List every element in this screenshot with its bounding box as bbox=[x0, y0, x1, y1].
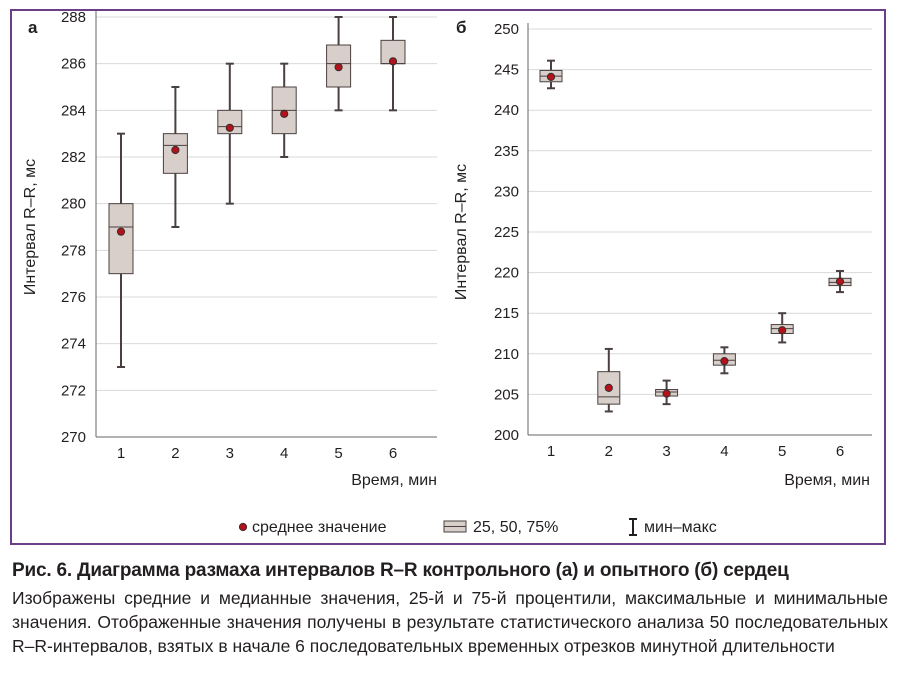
chart-a-x-axis-label: Время, мин bbox=[351, 472, 437, 489]
chart-a-box-6 bbox=[380, 16, 406, 112]
chart-b-y-tick-label: 220 bbox=[494, 265, 519, 282]
chart-b-box-2 bbox=[597, 347, 621, 413]
chart-a-box-1 bbox=[108, 132, 134, 368]
legend-mean-marker bbox=[238, 522, 248, 532]
chart-b-box-5 bbox=[770, 312, 794, 344]
chart-panel-a: а 270 272 274 276 278 280 282 284 286 288 Интервал … bbox=[22, 9, 437, 489]
chart-a-mean-marker bbox=[280, 109, 289, 118]
chart-b-y-tick-label: 225 bbox=[494, 224, 519, 241]
chart-b-y-axis-label: Интервал R–R, мс bbox=[453, 164, 470, 300]
charts-svg: а 270 272 274 276 278 280 282 284 286 288 Интервал … bbox=[22, 9, 872, 536]
chart-b-y-tick-label: 250 bbox=[494, 21, 519, 38]
chart-b-mean-marker bbox=[546, 72, 556, 82]
chart-a-x-tick-label: 5 bbox=[334, 445, 342, 462]
chart-a-y-tick-label: 282 bbox=[61, 149, 86, 166]
chart-b-mean-marker bbox=[778, 326, 787, 335]
chart-a-panel-letter: а bbox=[28, 18, 38, 37]
chart-b-y-tick-label: 230 bbox=[494, 183, 519, 200]
chart-a-mean-marker bbox=[388, 57, 398, 66]
chart-b-panel-letter: б bbox=[456, 18, 467, 37]
chart-a-mean-marker bbox=[225, 123, 234, 132]
chart-b-box-1 bbox=[539, 59, 563, 90]
chart-a-y-tick-label: 274 bbox=[61, 336, 86, 353]
chart-b-y-tick-label: 240 bbox=[494, 102, 519, 119]
chart-a-y-tick-label: 286 bbox=[61, 56, 86, 73]
chart-a-x-tick-label: 6 bbox=[389, 445, 397, 462]
chart-a-mean-marker bbox=[116, 227, 126, 236]
legend-box-marker bbox=[443, 520, 467, 533]
chart-b-box-6 bbox=[828, 269, 852, 294]
chart-a-x-tick-label: 2 bbox=[171, 445, 179, 462]
chart-b-y-tick-label: 215 bbox=[494, 305, 519, 322]
chart-a-y-tick-label: 288 bbox=[61, 9, 86, 26]
legend-box-label: 25, 50, 75% bbox=[473, 519, 558, 536]
chart-b-x-tick-label: 3 bbox=[662, 443, 670, 460]
chart-a-box-5 bbox=[326, 16, 352, 112]
chart-b-box-3 bbox=[655, 379, 679, 406]
chart-a-mean-marker bbox=[171, 145, 180, 155]
chart-a-iqr-box bbox=[108, 203, 134, 275]
chart-b-y-tick-label: 205 bbox=[494, 386, 519, 403]
chart-a-box-4 bbox=[271, 62, 297, 158]
chart-b-x-tick-label: 1 bbox=[547, 443, 555, 460]
chart-a-y-axis-label: Интервал R–R, мс bbox=[22, 159, 39, 295]
chart-a-y-tick-label: 278 bbox=[61, 242, 86, 259]
chart-b-x-tick-label: 4 bbox=[720, 443, 728, 460]
chart-panel-b: б200205210215220225230235240245250Интерв… bbox=[453, 18, 872, 489]
chart-b-x-tick-label: 6 bbox=[836, 443, 844, 460]
chart-a-x-tick-label: 4 bbox=[280, 445, 288, 462]
chart-b-y-tick-label: 245 bbox=[494, 62, 519, 79]
legend: среднее значение 25, 50, 75% мин–макс bbox=[238, 518, 717, 536]
chart-a-y-tick-label: 280 bbox=[61, 196, 86, 213]
figure-caption-title: Рис. 6. Диаграмма размаха интервалов R–R… bbox=[12, 560, 789, 581]
legend-whisker-label: мин–макс bbox=[644, 519, 717, 536]
legend-whisker-marker bbox=[629, 518, 637, 536]
chart-b-y-tick-label: 200 bbox=[494, 427, 519, 444]
chart-b-mean-marker bbox=[662, 389, 671, 398]
chart-b-mean-marker bbox=[835, 277, 845, 286]
chart-b-box-4 bbox=[712, 346, 736, 375]
chart-b-mean-marker bbox=[604, 383, 613, 393]
chart-b-x-tick-label: 2 bbox=[605, 443, 613, 460]
chart-a-mean-marker bbox=[334, 63, 343, 72]
chart-b-y-tick-label: 235 bbox=[494, 143, 519, 160]
chart-a-iqr-box bbox=[217, 109, 243, 135]
chart-a-y-tick-label: 272 bbox=[61, 382, 86, 399]
chart-a-box-3 bbox=[217, 62, 243, 205]
figure-frame bbox=[10, 9, 886, 545]
chart-a-y-tick-label: 284 bbox=[61, 102, 86, 119]
chart-b-x-tick-label: 5 bbox=[778, 443, 786, 460]
figure-caption-body: Изображены средние и медианные значения,… bbox=[12, 588, 888, 656]
legend-mean-label: среднее значение bbox=[252, 519, 387, 536]
chart-a-y-tick-label: 270 bbox=[61, 429, 86, 446]
chart-b-mean-marker bbox=[720, 357, 729, 366]
chart-b-x-axis-label: Время, мин bbox=[784, 472, 870, 489]
chart-b-y-tick-label: 210 bbox=[494, 346, 519, 363]
chart-a-box-2 bbox=[162, 86, 188, 228]
chart-a-x-tick-label: 1 bbox=[117, 445, 125, 462]
chart-a-y-tick-label: 276 bbox=[61, 289, 86, 306]
chart-a-x-tick-label: 3 bbox=[226, 445, 234, 462]
